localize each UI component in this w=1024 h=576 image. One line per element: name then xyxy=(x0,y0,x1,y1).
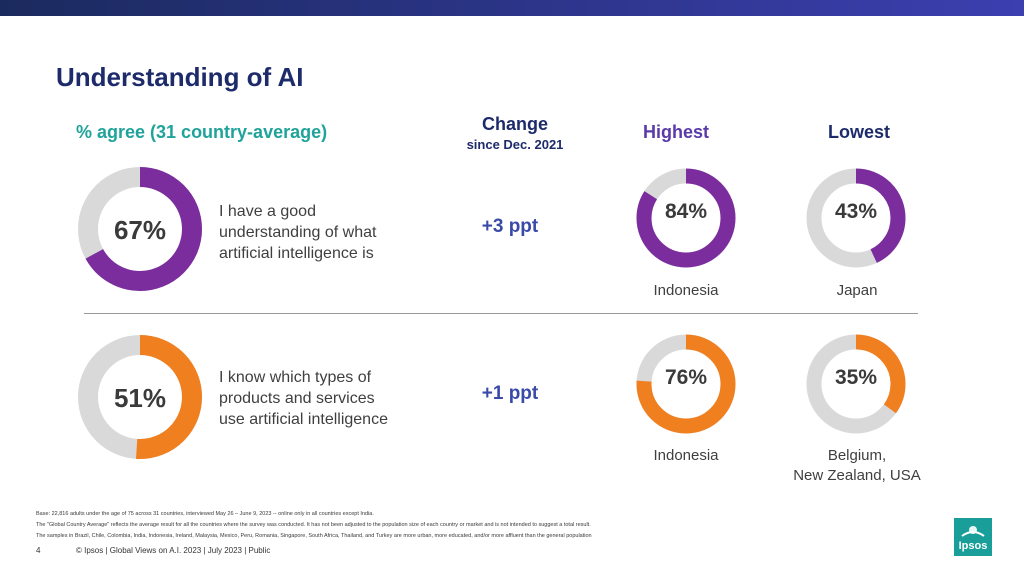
donut-value-label: 67% xyxy=(114,215,166,245)
statement-products: I know which types of products and servi… xyxy=(219,367,429,430)
donut-value-label: 35% xyxy=(835,366,877,389)
donut-highest-understanding: 84% xyxy=(636,168,736,268)
footnote: The samples in Brazil, Chile, Colombia, … xyxy=(36,533,592,539)
country-line: Belgium, xyxy=(827,447,887,464)
statement-line: I know which types of xyxy=(219,369,372,386)
donut-value-arc xyxy=(806,168,906,268)
page-title: Understanding of AI xyxy=(56,62,304,92)
donut-value-label: 76% xyxy=(665,366,707,389)
donut-value-arc xyxy=(636,168,736,268)
donut-value-arc xyxy=(78,167,202,291)
change-value-products: +1 ppt xyxy=(481,383,539,404)
ipsos-logo-text: Ipsos xyxy=(959,540,988,552)
highest-country-understanding: Indonesia xyxy=(653,282,719,299)
lowest-country-understanding: Japan xyxy=(767,281,947,301)
statement-line: I have a good xyxy=(219,203,316,220)
country-line: New Zealand, USA xyxy=(793,467,921,484)
statement-line: use artificial intelligence xyxy=(219,411,388,428)
lowest-country-products: Belgium, New Zealand, USA xyxy=(767,446,947,486)
donut-value-arc xyxy=(806,334,906,434)
donut-value-arc xyxy=(636,334,736,434)
footer-text: © Ipsos | Global Views on A.I. 2023 | Ju… xyxy=(76,546,271,555)
footnote: Base: 22,816 adults under the age of 75 … xyxy=(36,511,374,517)
statement-line: artificial intelligence is xyxy=(219,245,374,262)
donut-value-label: 43% xyxy=(835,200,877,223)
row-divider xyxy=(84,313,918,314)
statement-line: products and services xyxy=(219,390,375,407)
donut-average-understanding: 67% xyxy=(78,167,202,291)
donut-highest-products: 76% xyxy=(636,334,736,434)
donut-value-label: 84% xyxy=(665,200,707,223)
change-header-title: Change xyxy=(481,114,548,134)
ipsos-logo-mark: Ipsos xyxy=(959,526,988,552)
country-line: Japan xyxy=(836,282,878,299)
change-value-understanding: +3 ppt xyxy=(481,216,539,237)
top-banner xyxy=(0,0,1024,16)
agree-header: % agree (31 country-average) xyxy=(76,122,328,142)
footnotes: Base: 22,816 adults under the age of 75 … xyxy=(36,509,936,542)
donut-value-label: 51% xyxy=(114,383,166,413)
footer: 4 © Ipsos | Global Views on A.I. 2023 | J… xyxy=(36,546,270,555)
statement-line: understanding of what xyxy=(219,224,377,241)
donut-lowest-understanding: 43% xyxy=(806,168,906,268)
highest-header: Highest xyxy=(642,122,709,142)
footnote: The "Global Country Average" reflects th… xyxy=(36,522,591,528)
highest-country-products: Indonesia xyxy=(653,447,719,464)
donut-lowest-products: 35% xyxy=(806,334,906,434)
change-header-subtitle: since Dec. 2021 xyxy=(466,137,564,152)
statement-understanding: I have a good understanding of what arti… xyxy=(219,201,429,264)
change-header: Change since Dec. 2021 xyxy=(430,114,600,152)
donut-average-products: 51% xyxy=(78,335,202,459)
donut-value-arc xyxy=(78,335,202,459)
page-number: 4 xyxy=(36,546,41,555)
ipsos-logo: Ipsos xyxy=(954,518,992,556)
lowest-header: Lowest xyxy=(827,122,890,142)
